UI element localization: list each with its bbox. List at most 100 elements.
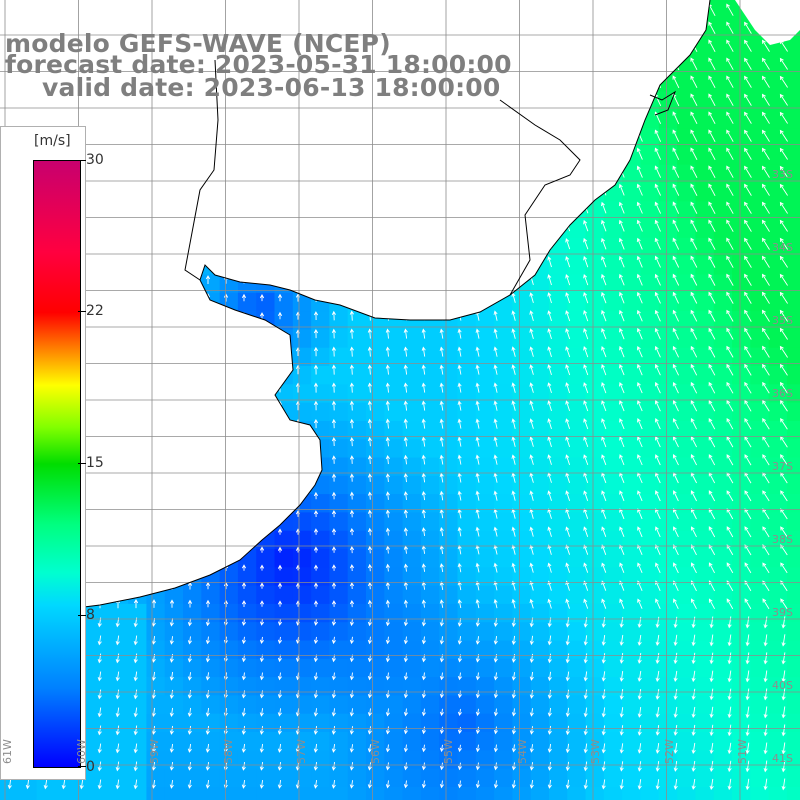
field-cell [402, 420, 422, 440]
wind-arrow [779, 201, 788, 214]
field-cell [585, 237, 605, 257]
field-cell [677, 622, 696, 642]
wind-arrow [690, 562, 697, 574]
field-cell [311, 329, 330, 349]
wind-arrow [457, 599, 462, 609]
wind-arrow [493, 310, 498, 321]
field-cell [750, 732, 770, 751]
field-cell [494, 494, 513, 513]
wind-arrow [151, 689, 156, 700]
wind-arrow [385, 780, 390, 789]
wind-arrow [169, 689, 174, 700]
colorbar-tickmark [78, 311, 86, 312]
field-cell [695, 420, 715, 440]
wind-arrow [259, 743, 264, 753]
field-cell [494, 347, 513, 367]
field-cell [475, 420, 495, 440]
wind-arrow [726, 508, 734, 520]
wind-arrow [403, 636, 408, 645]
wind-arrow [601, 562, 607, 573]
field-cell [768, 713, 788, 733]
field-cell [750, 439, 770, 459]
field-cell [695, 677, 715, 696]
field-cell [439, 384, 459, 404]
wind-arrow [529, 382, 534, 393]
wind-arrow [601, 400, 607, 412]
field-cell [677, 201, 696, 221]
field-cell [695, 439, 715, 459]
wind-arrow [529, 418, 534, 429]
wind-arrow [133, 671, 138, 682]
field-cell [750, 585, 770, 605]
field-cell [549, 366, 568, 385]
field-cell [549, 750, 568, 770]
colorbar-tickmark [78, 615, 86, 616]
field-cell [512, 512, 532, 532]
field-cell [164, 768, 184, 788]
longitude-label: 58W [221, 739, 235, 764]
wind-arrow [636, 273, 643, 286]
wind-arrow [780, 508, 788, 520]
field-cell [475, 677, 495, 696]
field-cell [530, 677, 550, 696]
field-cell [530, 713, 550, 733]
wind-arrow [421, 472, 426, 483]
wind-arrow [547, 436, 552, 448]
field-cell [91, 677, 111, 696]
field-cell [347, 622, 367, 642]
wind-arrow [601, 328, 607, 340]
wind-arrow [367, 636, 372, 645]
wind-arrow [547, 725, 552, 735]
wind-arrow [331, 762, 336, 771]
wind-arrow [277, 762, 282, 771]
field-cell [658, 402, 678, 422]
field-cell [457, 713, 477, 733]
field-cell [567, 329, 587, 349]
wind-arrow [744, 237, 752, 250]
wind-arrow [421, 744, 426, 753]
wind-arrow [726, 111, 734, 124]
field-cell [512, 384, 532, 404]
field-cell [494, 658, 513, 678]
wind-arrow [475, 598, 480, 609]
field-cell [786, 402, 800, 422]
wind-arrow [744, 399, 752, 412]
field-cell [219, 622, 239, 642]
field-cell [750, 786, 770, 800]
field-cell [567, 420, 587, 440]
field-cell [585, 585, 605, 605]
wind-arrow [762, 363, 770, 376]
field-cell [494, 567, 513, 587]
wind-arrow [583, 418, 589, 430]
field-cell [402, 366, 422, 385]
wind-arrow [745, 670, 750, 683]
field-cell [512, 329, 532, 349]
wind-arrow [726, 201, 734, 214]
wind-arrow [708, 93, 716, 107]
field-cell [512, 768, 532, 788]
wind-arrow [529, 726, 534, 735]
wind-arrow [349, 473, 354, 482]
wind-arrow [511, 562, 516, 573]
wind-arrow [583, 562, 589, 573]
field-cell [420, 512, 440, 532]
wind-arrow [421, 726, 426, 735]
field-cell [549, 311, 568, 330]
field-cell [219, 786, 239, 800]
field-cell [750, 109, 770, 129]
wind-arrow [744, 21, 752, 34]
wind-arrow [709, 760, 714, 773]
wind-arrow [313, 726, 318, 735]
field-cell [256, 713, 276, 733]
wind-arrow [349, 491, 354, 500]
wind-arrow [655, 670, 660, 683]
wind-arrow [637, 454, 643, 466]
field-cell [219, 695, 239, 715]
wind-arrow [726, 147, 734, 160]
field-cell [786, 530, 800, 550]
field-cell [201, 768, 221, 788]
wind-arrow [331, 382, 336, 393]
field-cell [585, 603, 605, 623]
wind-arrow [619, 309, 625, 322]
field-cell [567, 457, 587, 477]
